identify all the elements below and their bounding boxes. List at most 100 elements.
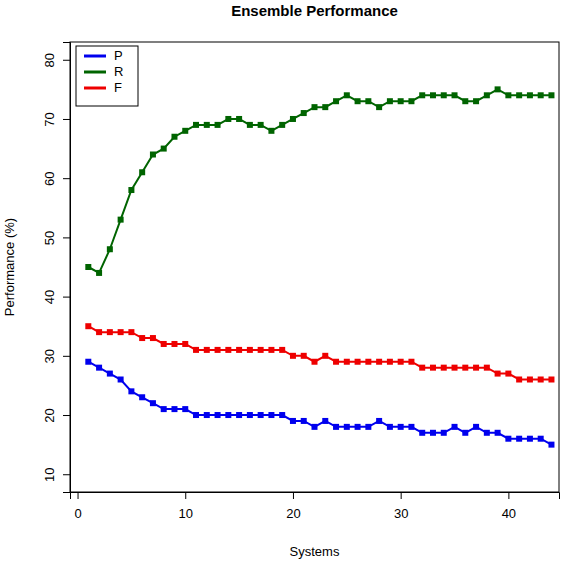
marker xyxy=(473,424,479,430)
marker xyxy=(430,430,436,436)
marker xyxy=(215,412,221,418)
marker xyxy=(344,92,350,98)
marker xyxy=(279,347,285,353)
marker xyxy=(333,98,339,104)
marker xyxy=(527,436,533,442)
legend-label: P xyxy=(114,48,123,63)
marker xyxy=(322,418,328,424)
marker xyxy=(204,412,210,418)
marker xyxy=(387,424,393,430)
marker xyxy=(527,92,533,98)
y-tick-label: 10 xyxy=(42,468,57,482)
series xyxy=(85,86,554,276)
marker xyxy=(312,359,318,365)
marker xyxy=(290,116,296,122)
marker xyxy=(193,412,199,418)
marker xyxy=(387,98,393,104)
marker xyxy=(322,104,328,110)
marker xyxy=(538,436,544,442)
marker xyxy=(150,400,156,406)
marker xyxy=(516,377,522,383)
marker xyxy=(505,92,511,98)
marker xyxy=(398,98,404,104)
marker xyxy=(462,365,468,371)
marker xyxy=(247,412,253,418)
plot-area xyxy=(85,86,554,447)
marker xyxy=(355,359,361,365)
marker xyxy=(301,418,307,424)
marker xyxy=(355,424,361,430)
marker xyxy=(301,353,307,359)
y-tick-label: 80 xyxy=(42,53,57,67)
marker xyxy=(408,98,414,104)
marker xyxy=(182,406,188,412)
marker xyxy=(258,412,264,418)
marker xyxy=(344,424,350,430)
marker xyxy=(258,122,264,128)
marker xyxy=(441,365,447,371)
marker xyxy=(161,341,167,347)
marker xyxy=(118,217,124,223)
marker xyxy=(128,329,134,335)
x-tick-mark xyxy=(293,492,294,499)
marker xyxy=(365,359,371,365)
marker xyxy=(279,122,285,128)
x-tick-label: 10 xyxy=(179,506,193,521)
marker xyxy=(376,418,382,424)
marker xyxy=(236,412,242,418)
marker xyxy=(441,430,447,436)
marker xyxy=(419,92,425,98)
x-axis: 010203040 xyxy=(71,492,560,521)
marker xyxy=(118,329,124,335)
marker xyxy=(355,98,361,104)
marker xyxy=(516,436,522,442)
marker xyxy=(430,92,436,98)
marker xyxy=(430,365,436,371)
marker xyxy=(548,442,554,448)
marker xyxy=(516,92,522,98)
marker xyxy=(96,329,102,335)
legend-label: R xyxy=(114,64,123,79)
y-tick-label: 20 xyxy=(42,408,57,422)
x-axis-line xyxy=(71,493,560,500)
x-tick-mark xyxy=(78,492,79,499)
x-tick: 10 xyxy=(179,492,193,521)
series-line xyxy=(88,326,551,379)
marker xyxy=(107,246,113,252)
marker xyxy=(505,436,511,442)
marker xyxy=(495,371,501,377)
marker xyxy=(344,359,350,365)
y-tick-mark xyxy=(63,178,70,179)
marker xyxy=(204,347,210,353)
marker xyxy=(247,122,253,128)
marker xyxy=(247,347,253,353)
marker xyxy=(236,347,242,353)
marker xyxy=(193,122,199,128)
y-tick-mark xyxy=(63,237,70,238)
y-tick: 30 xyxy=(42,349,70,363)
marker xyxy=(171,406,177,412)
y-tick-mark xyxy=(63,60,70,61)
y-tick-mark xyxy=(63,415,70,416)
y-tick: 40 xyxy=(42,290,70,304)
x-tick-mark xyxy=(185,492,186,499)
marker xyxy=(322,353,328,359)
marker xyxy=(139,394,145,400)
plot-frame xyxy=(70,42,559,492)
marker xyxy=(452,365,458,371)
marker xyxy=(301,110,307,116)
marker xyxy=(204,122,210,128)
marker xyxy=(495,430,501,436)
marker xyxy=(193,347,199,353)
series xyxy=(85,359,554,448)
x-tick: 30 xyxy=(394,492,408,521)
marker xyxy=(365,98,371,104)
marker xyxy=(268,412,274,418)
marker xyxy=(225,116,231,122)
x-axis-title: Systems xyxy=(290,544,340,559)
marker xyxy=(538,92,544,98)
marker xyxy=(96,270,102,276)
legend-swatch xyxy=(84,87,106,90)
legend-label: F xyxy=(114,80,122,95)
y-tick: 70 xyxy=(42,112,70,126)
